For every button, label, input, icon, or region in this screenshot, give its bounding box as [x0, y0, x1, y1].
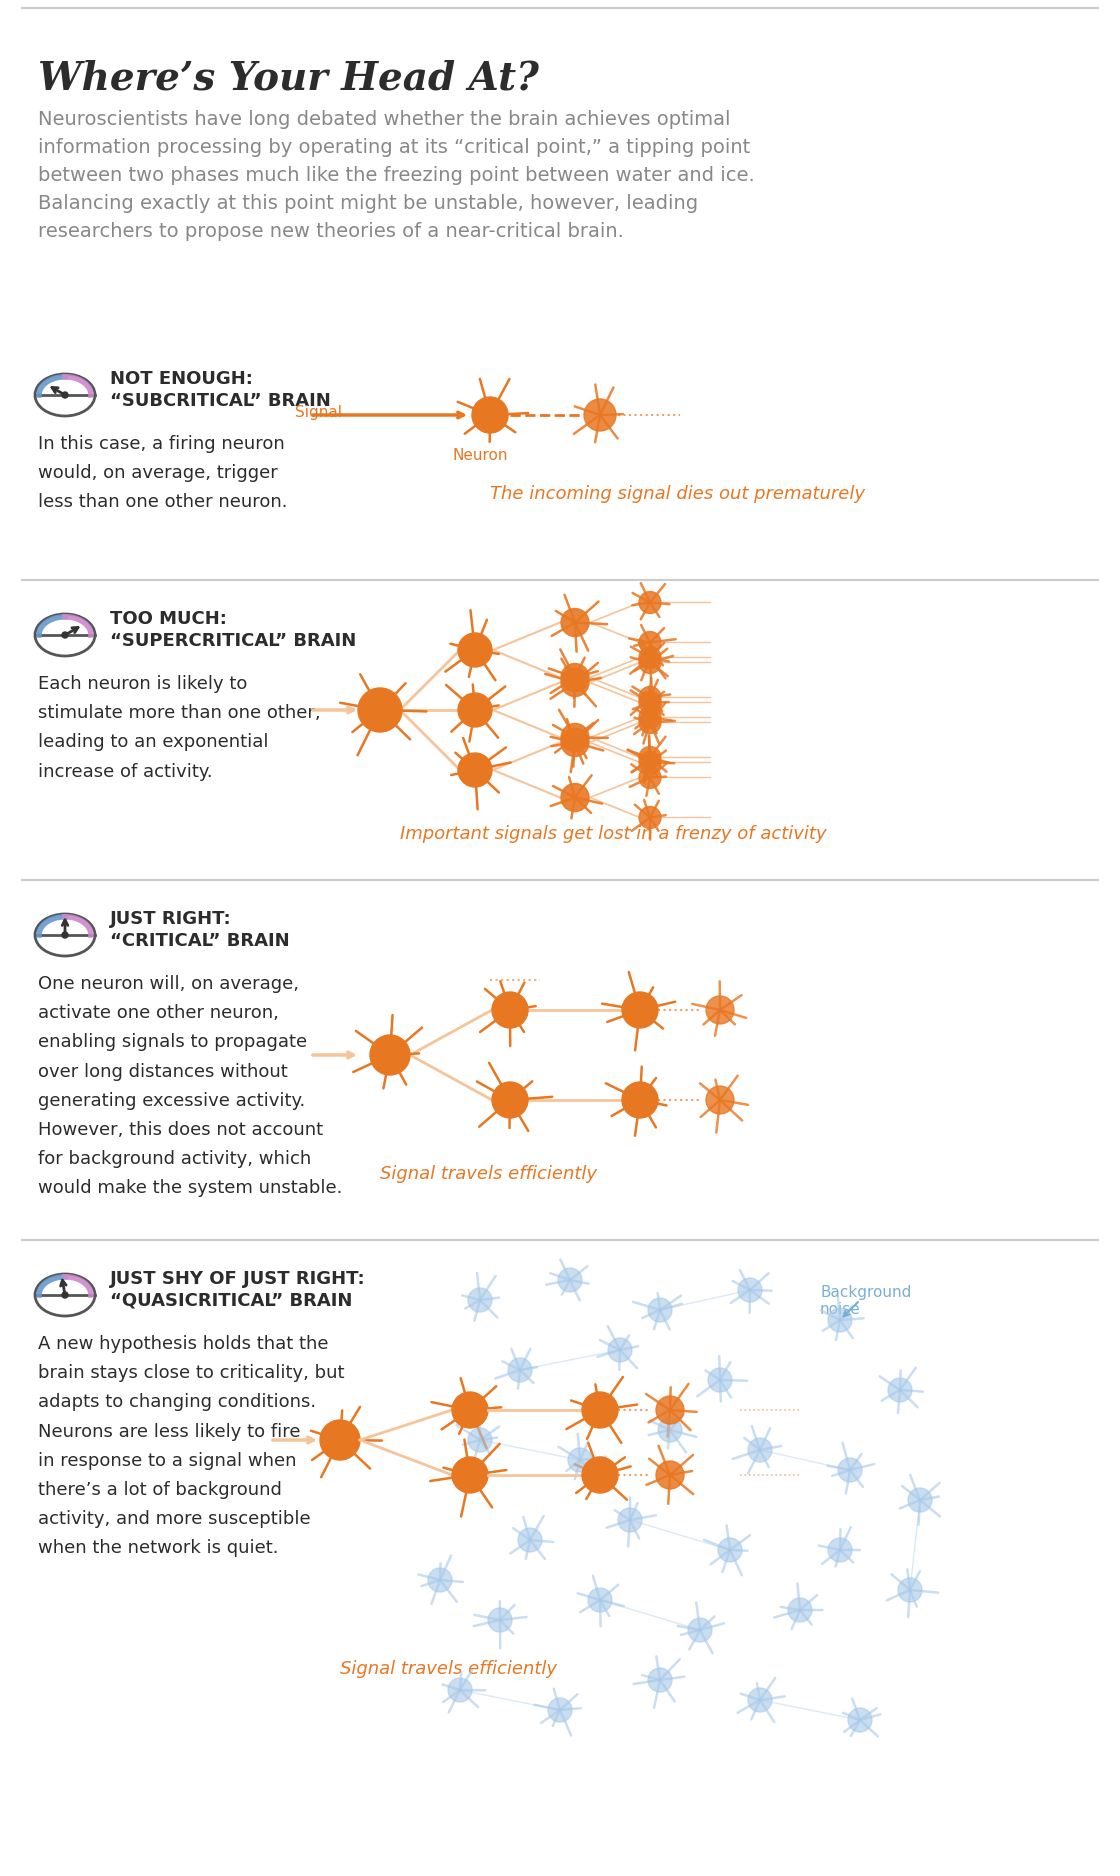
Circle shape — [828, 1308, 852, 1332]
Circle shape — [848, 1707, 872, 1732]
Text: Signal travels efficiently: Signal travels efficiently — [380, 1165, 597, 1184]
Circle shape — [828, 1538, 852, 1563]
Circle shape — [561, 728, 589, 756]
Circle shape — [452, 1392, 488, 1428]
Text: NOT ENOUGH:: NOT ENOUGH: — [110, 370, 253, 388]
Circle shape — [908, 1488, 932, 1512]
Circle shape — [640, 692, 661, 713]
Circle shape — [659, 1418, 682, 1443]
Text: Background
noise: Background noise — [820, 1285, 912, 1317]
Circle shape — [561, 668, 589, 696]
Circle shape — [788, 1598, 812, 1623]
Circle shape — [898, 1578, 922, 1602]
Circle shape — [458, 632, 492, 668]
Circle shape — [706, 1086, 734, 1114]
Circle shape — [656, 1396, 684, 1424]
Text: One neuron will, on average,
activate one other neuron,
enabling signals to prop: One neuron will, on average, activate on… — [38, 976, 343, 1197]
Circle shape — [708, 1368, 732, 1392]
Circle shape — [561, 784, 589, 812]
Circle shape — [508, 1358, 532, 1383]
Circle shape — [468, 1289, 492, 1311]
Circle shape — [358, 688, 402, 732]
Circle shape — [548, 1698, 572, 1722]
Circle shape — [320, 1420, 360, 1460]
Circle shape — [62, 632, 68, 638]
Text: Where’s Your Head At?: Where’s Your Head At? — [38, 60, 539, 98]
Circle shape — [706, 996, 734, 1024]
Text: Neuroscientists have long debated whether the brain achieves optimal
information: Neuroscientists have long debated whethe… — [38, 111, 755, 240]
Circle shape — [582, 1458, 618, 1493]
Circle shape — [588, 1587, 612, 1611]
Text: Each neuron is likely to
stimulate more than one other,
leading to an exponentia: Each neuron is likely to stimulate more … — [38, 675, 320, 780]
Circle shape — [62, 932, 68, 938]
Circle shape — [688, 1617, 712, 1642]
Circle shape — [561, 724, 589, 752]
Circle shape — [492, 992, 528, 1028]
Circle shape — [748, 1688, 772, 1713]
Circle shape — [448, 1677, 472, 1702]
Text: JUST SHY OF JUST RIGHT:: JUST SHY OF JUST RIGHT: — [110, 1270, 365, 1289]
Circle shape — [582, 1392, 618, 1428]
Circle shape — [370, 1036, 410, 1075]
Circle shape — [558, 1268, 582, 1293]
Text: Signal travels efficiently: Signal travels efficiently — [340, 1660, 557, 1677]
Text: “CRITICAL” BRAIN: “CRITICAL” BRAIN — [110, 932, 290, 949]
Circle shape — [608, 1338, 632, 1362]
Text: Important signals get lost in a frenzy of activity: Important signals get lost in a frenzy o… — [400, 825, 827, 842]
Circle shape — [718, 1538, 741, 1563]
Text: Neuron: Neuron — [452, 448, 507, 463]
Circle shape — [62, 1293, 68, 1298]
Circle shape — [561, 608, 589, 636]
Circle shape — [458, 692, 492, 728]
Circle shape — [640, 807, 661, 829]
Circle shape — [622, 1082, 659, 1118]
Circle shape — [838, 1458, 862, 1482]
Circle shape — [492, 1082, 528, 1118]
Circle shape — [428, 1568, 452, 1593]
Text: “SUBCRITICAL” BRAIN: “SUBCRITICAL” BRAIN — [110, 392, 330, 411]
Circle shape — [656, 1461, 684, 1490]
Circle shape — [640, 687, 661, 709]
Circle shape — [62, 392, 68, 398]
Circle shape — [748, 1439, 772, 1461]
Circle shape — [640, 752, 661, 773]
Circle shape — [640, 632, 661, 653]
Circle shape — [472, 398, 508, 433]
Circle shape — [640, 747, 661, 769]
Text: TOO MUCH:: TOO MUCH: — [110, 610, 227, 628]
Circle shape — [640, 767, 661, 788]
Circle shape — [622, 992, 659, 1028]
Circle shape — [488, 1608, 512, 1632]
Circle shape — [640, 591, 661, 613]
Text: “SUPERCRITICAL” BRAIN: “SUPERCRITICAL” BRAIN — [110, 632, 356, 649]
Text: JUST RIGHT:: JUST RIGHT: — [110, 910, 232, 929]
Circle shape — [888, 1379, 912, 1401]
Circle shape — [648, 1298, 672, 1323]
Text: The incoming signal dies out prematurely: The incoming signal dies out prematurely — [491, 486, 865, 503]
Circle shape — [738, 1278, 762, 1302]
Circle shape — [584, 400, 616, 431]
Circle shape — [458, 752, 492, 788]
Circle shape — [568, 1448, 592, 1473]
Circle shape — [640, 647, 661, 668]
Circle shape — [561, 664, 589, 692]
Circle shape — [640, 711, 661, 734]
Text: A new hypothesis holds that the
brain stays close to criticality, but
adapts to : A new hypothesis holds that the brain st… — [38, 1336, 345, 1557]
Circle shape — [452, 1458, 488, 1493]
Text: “QUASICRITICAL” BRAIN: “QUASICRITICAL” BRAIN — [110, 1293, 353, 1309]
Text: In this case, a firing neuron
would, on average, trigger
less than one other neu: In this case, a firing neuron would, on … — [38, 435, 288, 512]
Text: Signal: Signal — [295, 405, 342, 420]
Circle shape — [648, 1668, 672, 1692]
Circle shape — [640, 651, 661, 673]
Circle shape — [640, 707, 661, 728]
Circle shape — [517, 1527, 542, 1551]
Circle shape — [618, 1508, 642, 1533]
Circle shape — [468, 1428, 492, 1452]
